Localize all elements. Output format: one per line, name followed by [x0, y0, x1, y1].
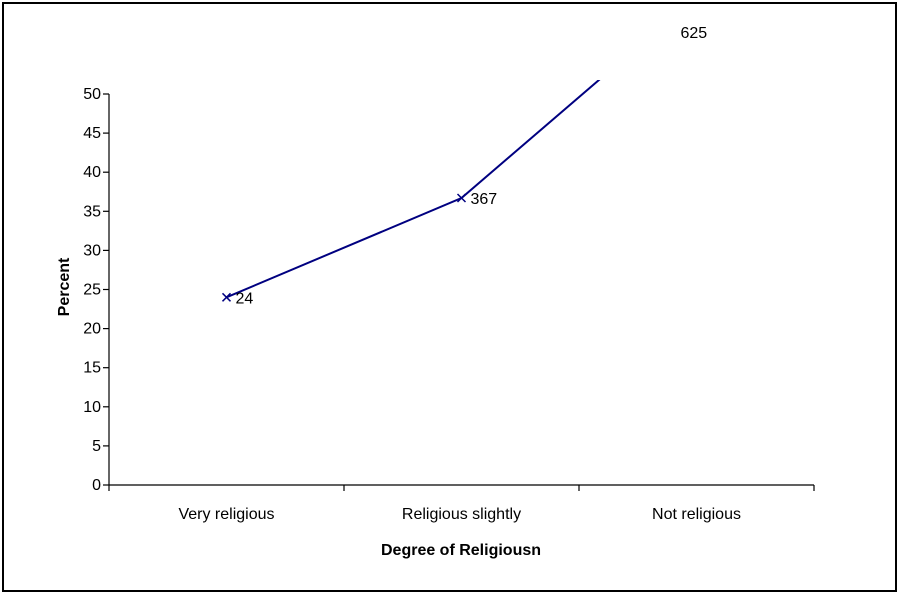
- data-point-marker: [221, 292, 232, 302]
- series-line: [226, 80, 601, 299]
- y-tick-label: 35: [83, 203, 101, 220]
- y-tick-label: 45: [83, 125, 101, 142]
- y-tick-label: 40: [83, 164, 101, 181]
- y-tick-label: 50: [83, 86, 101, 103]
- x-category-label: Very religious: [178, 506, 274, 523]
- data-label: 24: [236, 290, 254, 307]
- y-tick-label: 15: [83, 360, 101, 377]
- x-category-label: Not religious: [652, 506, 741, 523]
- y-tick-label: 5: [92, 438, 101, 455]
- y-tick-label: 0: [92, 477, 101, 494]
- x-category-label: Religious slightly: [402, 506, 521, 523]
- y-axis-title: Percent: [56, 257, 73, 316]
- data-point-marker: [456, 193, 467, 203]
- y-tick-label: 20: [83, 321, 101, 338]
- data-label: 367: [471, 191, 498, 208]
- x-axis-title: Degree of Religiousn: [381, 542, 541, 559]
- data-label: 625: [681, 25, 708, 42]
- y-tick-label: 10: [83, 399, 101, 416]
- y-tick-label: 30: [83, 242, 101, 259]
- y-tick-label: 25: [83, 282, 101, 299]
